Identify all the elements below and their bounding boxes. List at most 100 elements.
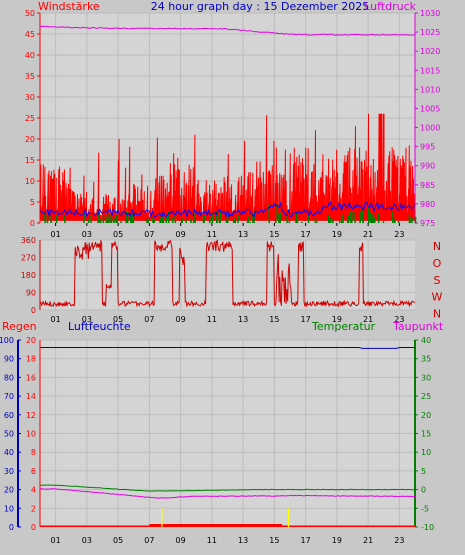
gust-bar <box>110 216 113 223</box>
humidity-tick-label: 50 <box>4 430 14 439</box>
gust-bar <box>372 220 374 223</box>
hum-temp-x-tick-label: 15 <box>269 536 279 545</box>
gust-bar <box>165 216 168 223</box>
gust-bar <box>307 215 310 223</box>
direction-x-tick-label: 01 <box>51 315 61 324</box>
humidity-tick-label: 100 <box>0 336 14 345</box>
gust-bar <box>247 216 250 223</box>
gust-bar <box>340 218 343 223</box>
wind-left-tick-label: 40 <box>25 51 35 60</box>
gust-bar <box>234 218 237 223</box>
humidity-line <box>40 347 415 349</box>
hum-temp-x-tick-label: 03 <box>82 536 92 545</box>
gust-bar <box>46 214 49 223</box>
rain-bar <box>149 524 283 527</box>
gust-bar <box>237 215 239 223</box>
gust-bar <box>50 215 52 223</box>
wind-x-tick-label: 15 <box>269 230 279 239</box>
gust-bar <box>132 216 135 223</box>
gust-bar <box>159 219 162 223</box>
humidity-tick-label: 70 <box>4 392 14 401</box>
gust-bar <box>64 215 66 223</box>
temperature-tick-label: -10 <box>421 523 434 532</box>
gust-bar <box>249 221 252 223</box>
temperature-tick-label: 40 <box>421 336 431 345</box>
gust-bar <box>153 220 156 223</box>
humidity-tick-label: 90 <box>4 355 14 364</box>
gust-bar <box>338 220 341 223</box>
hum-temp-x-tick-label: 23 <box>394 536 404 545</box>
wind-x-tick-label: 07 <box>144 230 154 239</box>
temperature-tick-label: 5 <box>421 467 426 476</box>
direction-left-tick-label: 90 <box>26 289 36 298</box>
regen-label: Regen <box>2 320 37 333</box>
gust-bar <box>394 218 396 223</box>
gust-bar <box>55 215 58 223</box>
gust-bar <box>329 218 332 223</box>
gust-bar <box>342 214 344 223</box>
humidity-tick-label: 20 <box>4 486 14 495</box>
gust-bar <box>147 218 150 223</box>
humidity-left-axis: 0 10 20 30 40 50 60 70 80 90 100 0 2 4 6 8 10 12 14 16 18 20 <box>0 336 41 532</box>
gust-bar <box>362 211 364 223</box>
gust-bar <box>369 212 372 223</box>
gust-bar <box>327 214 330 223</box>
gust-bar <box>332 218 334 223</box>
gust-bar <box>152 216 154 223</box>
gust-bar <box>411 218 413 223</box>
hum-temp-x-tick-label: 19 <box>332 536 342 545</box>
wind-left-tick-label: 25 <box>25 114 35 123</box>
gust-bar <box>167 211 170 223</box>
humidity-tick-label: 80 <box>4 373 14 382</box>
direction-line <box>39 239 416 308</box>
temperature-tick-label: 20 <box>421 411 431 420</box>
temperature-tick-label: 25 <box>421 392 431 401</box>
gust-bar <box>87 219 90 223</box>
wind-left-tick-label: 50 <box>25 9 35 18</box>
pressure-right-tick-label: 985 <box>420 181 435 190</box>
gust-bar <box>382 221 385 223</box>
gust-bar <box>414 216 417 223</box>
rain-tick-label: 2 <box>31 504 36 513</box>
wind-left-tick-label: 10 <box>25 177 35 186</box>
gust-bar <box>359 211 361 223</box>
temperature-tick-label: 30 <box>421 373 431 382</box>
gust-bar <box>226 213 229 223</box>
wind-x-tick-label: 21 <box>363 230 373 239</box>
humidity-tick-label: 10 <box>4 504 14 513</box>
gust-bar <box>126 212 129 223</box>
direction-grid <box>40 239 415 311</box>
gust-bar <box>171 218 174 223</box>
pressure-right-tick-label: 990 <box>420 162 435 171</box>
gust-bar <box>288 220 291 223</box>
gust-bar <box>253 211 255 223</box>
compass-label: N <box>433 308 441 321</box>
hum-temp-x-tick-label: 05 <box>113 536 123 545</box>
hum-temp-x-axis: 01 03 05 07 09 11 13 15 17 19 21 23 <box>51 536 405 545</box>
gust-bar <box>146 220 148 223</box>
gust-bar <box>278 213 280 223</box>
pressure-right-tick-label: 1000 <box>420 124 440 133</box>
pressure-right-tick-label: 1030 <box>420 9 440 18</box>
rain-tick-label: 6 <box>31 467 36 476</box>
gust-bar <box>83 211 85 223</box>
temperature-tick-label: 15 <box>421 430 431 439</box>
gust-bar <box>125 211 127 223</box>
hum-temp-x-tick-label: 17 <box>301 536 311 545</box>
luftfeuchte-label: Luftfeuchte <box>68 320 131 333</box>
rain-series <box>40 508 415 527</box>
gust-bar <box>295 211 298 223</box>
direction-left-tick-label: 360 <box>21 236 36 245</box>
wind-x-axis: 01 03 05 07 09 11 13 15 17 19 21 23 <box>51 223 404 239</box>
gust-bar <box>130 215 132 223</box>
rain-tick-label: 18 <box>26 355 36 364</box>
gust-bar <box>373 217 376 223</box>
gust-bar <box>392 211 394 223</box>
compass-label: W <box>432 291 443 304</box>
wind-left-tick-label: 20 <box>25 135 35 144</box>
gust-bar <box>246 219 249 223</box>
direction-x-axis: 01 03 05 07 09 11 13 15 17 19 21 23 <box>51 315 405 324</box>
gust-bar <box>131 214 134 223</box>
